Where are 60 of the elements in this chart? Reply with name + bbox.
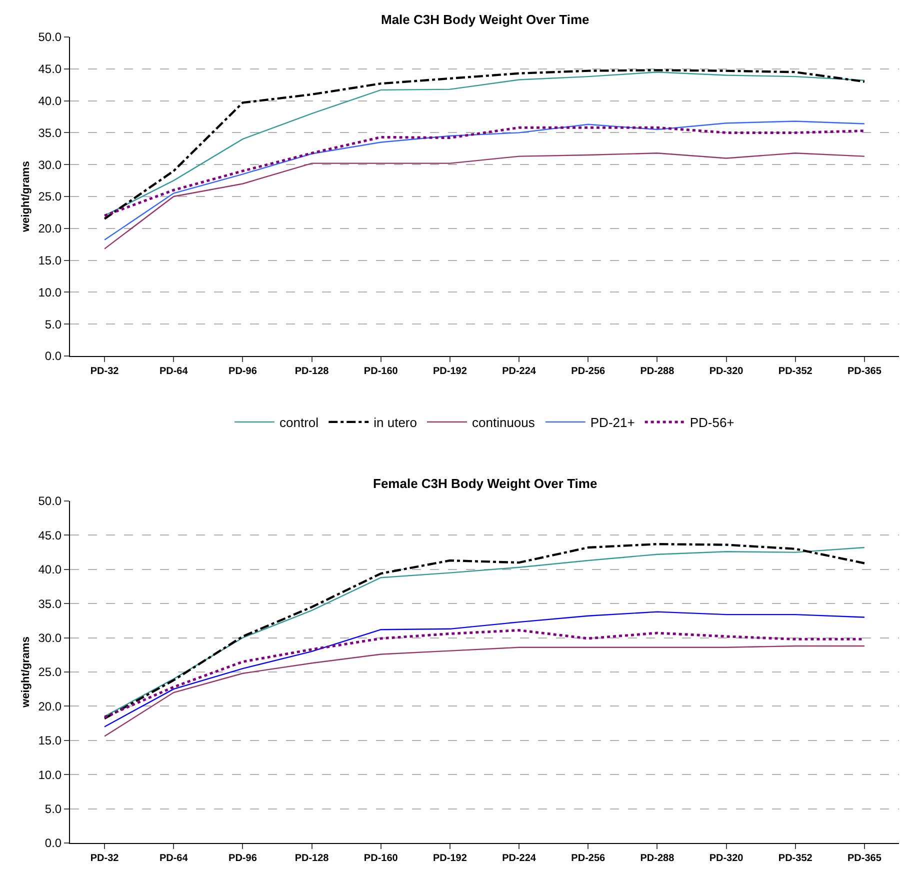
x-tick-label: PD-352 [778, 366, 813, 377]
y-tick-label: 50.0 [38, 30, 62, 44]
x-tick-label: PD-320 [709, 366, 744, 377]
x-tick-label: PD-288 [640, 853, 675, 864]
line-series [104, 611, 866, 728]
y-tick-label: 25.0 [38, 190, 62, 204]
chart-title: Male C3H Body Weight Over Time [381, 12, 590, 27]
x-tick-label: PD-128 [294, 366, 330, 377]
legend-label: PD-21+ [590, 415, 635, 430]
x-tick-label: PD-352 [778, 853, 813, 864]
x-tick-label: PD-256 [571, 366, 606, 377]
chart-title: Female C3H Body Weight Over Time [373, 476, 598, 491]
x-tick-label: PD-96 [228, 366, 258, 377]
y-tick-label: 15.0 [38, 254, 62, 268]
y-tick-label: 10.0 [38, 285, 62, 300]
y-tick-label: 0.0 [44, 836, 62, 850]
x-tick-label: PD-128 [294, 853, 330, 864]
x-tick-label: PD-96 [228, 853, 258, 864]
legend-label: PD-56+ [690, 415, 734, 430]
y-tick-label: 25.0 [38, 665, 62, 680]
x-tick-label: PD-32 [90, 366, 120, 377]
x-tick-label: PD-224 [502, 853, 536, 864]
y-tick-label: 45.0 [38, 62, 62, 76]
y-tick-label: 0.0 [44, 349, 62, 364]
y-tick-label: 15.0 [38, 734, 62, 748]
line-series [103, 126, 866, 217]
x-tick-label: PD-256 [571, 853, 606, 864]
y-tick-label: 40.0 [38, 94, 62, 108]
y-tick-label: 30.0 [38, 631, 62, 645]
legend-label: control [280, 415, 319, 430]
x-tick-label: PD-365 [848, 366, 882, 377]
y-tick-label: 20.0 [38, 222, 62, 236]
x-tick-label: PD-160 [364, 853, 398, 864]
x-tick-label: PD-64 [159, 853, 188, 864]
y-tick-label: 35.0 [38, 596, 62, 611]
y-axis-title: weight/grams [20, 636, 32, 708]
y-tick-label: 5.0 [44, 802, 62, 816]
x-tick-label: PD-32 [90, 853, 120, 864]
x-tick-label: PD-64 [159, 366, 188, 377]
legend-label: continuous [472, 415, 536, 430]
x-tick-label: PD-160 [364, 366, 398, 377]
y-tick-label: 30.0 [38, 158, 62, 172]
y-tick-label: 45.0 [38, 528, 62, 542]
y-axis-title: weight/grams [20, 161, 32, 233]
line-series [104, 120, 866, 240]
x-tick-label: PD-224 [502, 366, 536, 377]
y-tick-label: 20.0 [38, 699, 62, 714]
x-tick-label: PD-192 [433, 366, 468, 377]
y-tick-label: 10.0 [38, 768, 62, 782]
legend-label: in utero [374, 415, 418, 430]
y-tick-label: 50.0 [38, 494, 62, 508]
y-tick-label: 5.0 [44, 317, 62, 332]
x-tick-label: PD-192 [433, 853, 468, 864]
y-tick-label: 40.0 [38, 562, 62, 577]
x-tick-label: PD-320 [709, 853, 744, 864]
line-series [104, 645, 866, 737]
x-tick-label: PD-288 [640, 366, 675, 377]
x-tick-label: PD-365 [848, 853, 882, 864]
y-tick-label: 35.0 [38, 126, 62, 140]
line-series [104, 152, 866, 250]
